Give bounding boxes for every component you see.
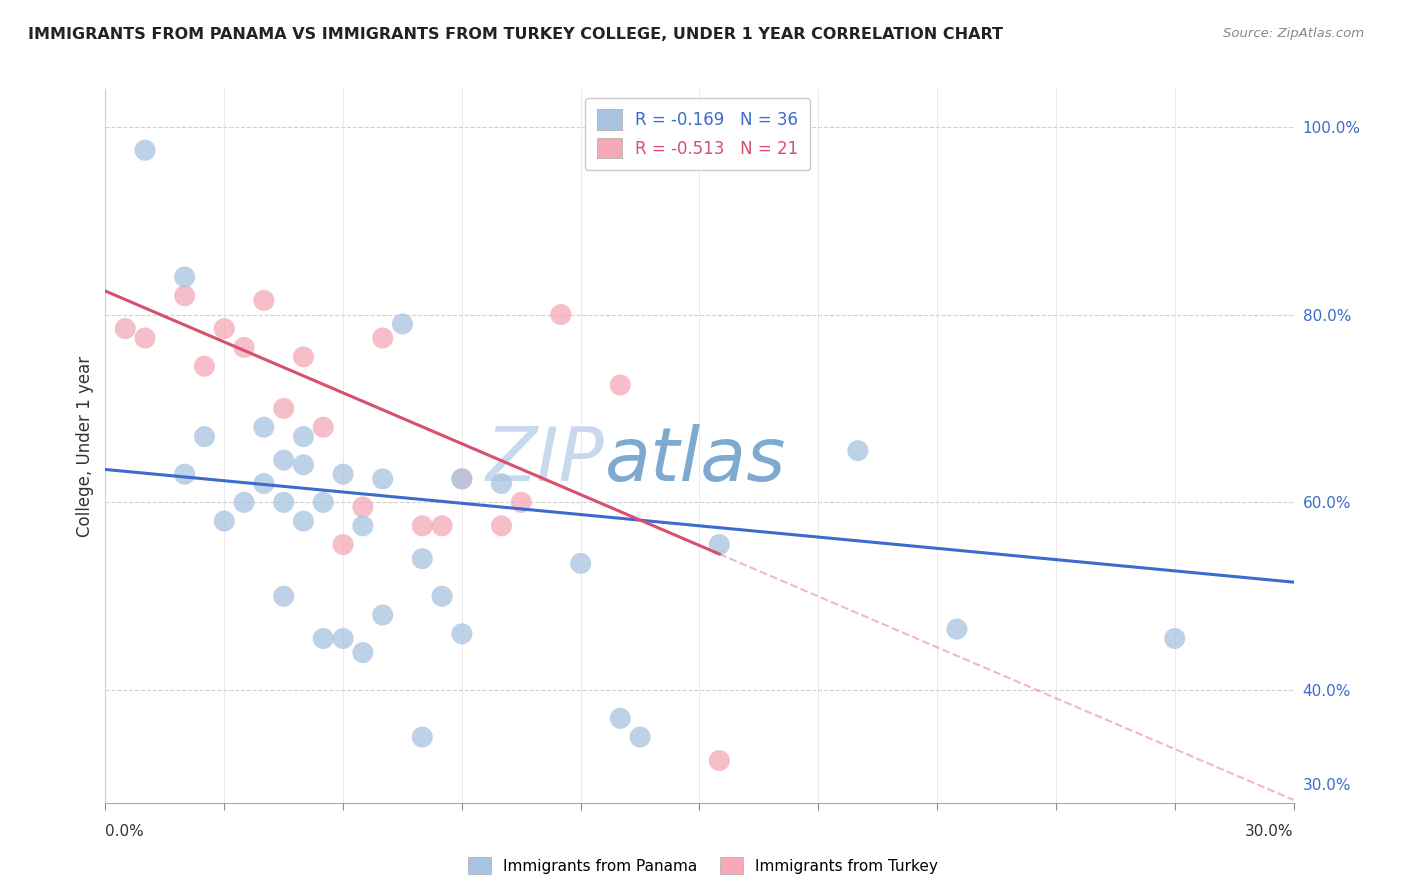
Point <box>332 538 354 552</box>
Point <box>292 350 315 364</box>
Point <box>214 321 236 335</box>
Point <box>628 730 651 744</box>
Point <box>709 538 731 552</box>
Point <box>569 557 592 571</box>
Text: 30.0%: 30.0% <box>1246 824 1294 839</box>
Point <box>253 420 276 434</box>
Point <box>233 340 256 354</box>
Point <box>273 453 295 467</box>
Point <box>312 420 335 434</box>
Point <box>391 317 413 331</box>
Point <box>352 646 374 660</box>
Point <box>411 518 433 533</box>
Point <box>134 143 156 157</box>
Legend: Immigrants from Panama, Immigrants from Turkey: Immigrants from Panama, Immigrants from … <box>461 851 945 880</box>
Point <box>292 458 315 472</box>
Point <box>233 495 256 509</box>
Legend: R = -0.169   N = 36, R = -0.513   N = 21: R = -0.169 N = 36, R = -0.513 N = 21 <box>585 97 810 169</box>
Point <box>253 293 276 308</box>
Text: Source: ZipAtlas.com: Source: ZipAtlas.com <box>1223 27 1364 40</box>
Point <box>292 514 315 528</box>
Point <box>312 632 335 646</box>
Point <box>1164 632 1187 646</box>
Point <box>292 429 315 443</box>
Text: 0.0%: 0.0% <box>105 824 145 839</box>
Point <box>550 308 572 322</box>
Point <box>510 495 533 509</box>
Point <box>371 472 394 486</box>
Point <box>609 378 631 392</box>
Point <box>491 476 513 491</box>
Point <box>450 472 472 486</box>
Y-axis label: College, Under 1 year: College, Under 1 year <box>76 355 94 537</box>
Point <box>214 514 236 528</box>
Point <box>173 289 195 303</box>
Point <box>114 321 136 335</box>
Point <box>173 270 195 285</box>
Point <box>491 518 513 533</box>
Point <box>273 589 295 603</box>
Point <box>946 622 969 636</box>
Point <box>430 518 453 533</box>
Point <box>411 730 433 744</box>
Point <box>450 472 472 486</box>
Point <box>371 331 394 345</box>
Point <box>411 551 433 566</box>
Point <box>352 500 374 514</box>
Point <box>332 632 354 646</box>
Point <box>709 754 731 768</box>
Point <box>193 359 215 374</box>
Point <box>273 401 295 416</box>
Point <box>371 607 394 622</box>
Point <box>134 331 156 345</box>
Point <box>450 627 472 641</box>
Point <box>273 495 295 509</box>
Text: atlas: atlas <box>605 425 786 496</box>
Point <box>430 589 453 603</box>
Text: IMMIGRANTS FROM PANAMA VS IMMIGRANTS FROM TURKEY COLLEGE, UNDER 1 YEAR CORRELATI: IMMIGRANTS FROM PANAMA VS IMMIGRANTS FRO… <box>28 27 1002 42</box>
Point <box>609 711 631 725</box>
Point <box>312 495 335 509</box>
Point <box>352 518 374 533</box>
Point <box>173 467 195 482</box>
Point <box>253 476 276 491</box>
Point <box>846 443 869 458</box>
Point <box>193 429 215 443</box>
Text: ZIP: ZIP <box>485 425 605 496</box>
Point <box>332 467 354 482</box>
